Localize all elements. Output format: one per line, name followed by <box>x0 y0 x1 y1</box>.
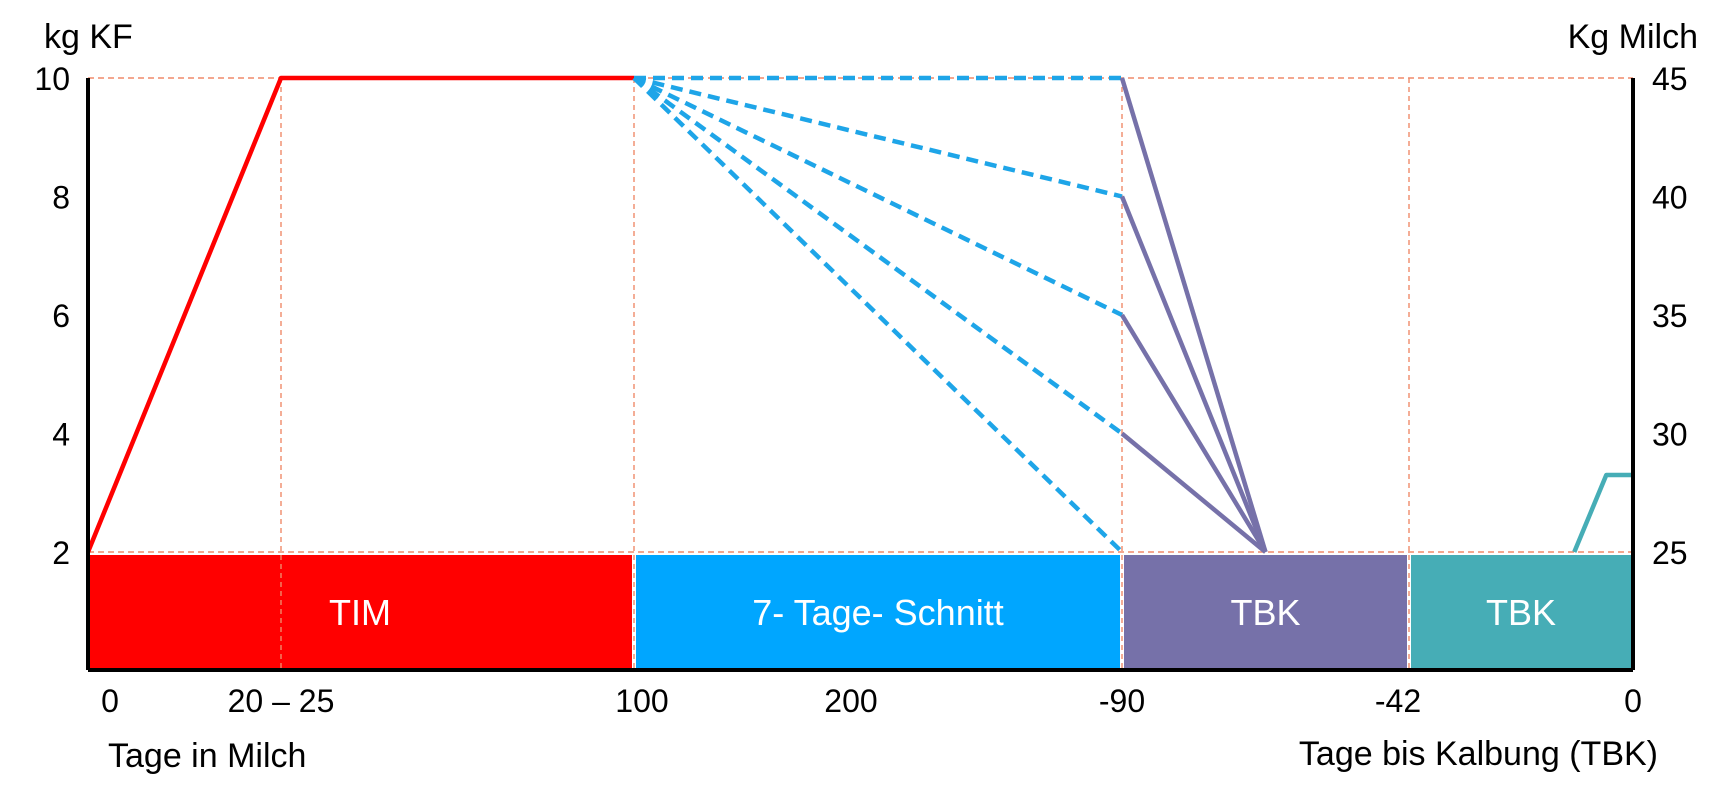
x-axis-title-right: Tage bis Kalbung (TBK) <box>1299 735 1658 773</box>
y-left-tick-label: 10 <box>34 61 70 97</box>
series-line <box>1119 77 1268 553</box>
phase-label: TIM <box>329 592 391 633</box>
tick-labels: 10 8 6 4 2 45 40 35 30 25 0 20 – 25 100 200 -90 -42 0 <box>34 61 1687 719</box>
reference-grid <box>88 77 1633 670</box>
series-lines <box>85 75 1633 554</box>
phase-label: TBK <box>1230 592 1300 633</box>
series-line <box>632 76 1124 554</box>
series-line <box>632 76 1124 436</box>
series-line <box>633 75 1123 318</box>
phase-bar <box>88 555 632 668</box>
series-line <box>1120 431 1267 554</box>
axes <box>86 78 1635 672</box>
phase-label: 7- Tage- Schnitt <box>752 592 1003 633</box>
y-left-tick-label: 4 <box>52 417 70 453</box>
series-line <box>1572 472 1633 553</box>
series-line <box>1119 195 1268 553</box>
y-right-tick-label: 30 <box>1652 417 1688 453</box>
x-tick-label: -42 <box>1375 683 1421 719</box>
y-right-tick-label: 35 <box>1652 298 1688 334</box>
phase-bar <box>1124 555 1407 668</box>
x-tick-label: 100 <box>615 683 668 719</box>
x-tick-label: 0 <box>1624 683 1642 719</box>
x-tick-label: 0 <box>101 683 119 719</box>
y-right-tick-label: 25 <box>1652 535 1688 571</box>
y-left-axis-title: kg KF <box>44 18 133 56</box>
y-left-tick-label: 8 <box>52 180 70 216</box>
phase-bar <box>636 555 1120 668</box>
y-right-tick-label: 45 <box>1652 61 1688 97</box>
y-right-axis-title: Kg Milch <box>1568 18 1698 56</box>
x-tick-label: 20 – 25 <box>228 683 335 719</box>
phase-label: TBK <box>1486 592 1556 633</box>
phase-bar <box>1411 555 1631 668</box>
x-axis-title-left: Tage in Milch <box>108 737 306 775</box>
phase-bars: TIM 7- Tage- Schnitt TBK TBK <box>88 555 1631 668</box>
series-line <box>85 75 634 553</box>
x-tick-label: -90 <box>1099 683 1145 719</box>
series-line <box>633 75 1123 199</box>
y-left-tick-label: 2 <box>52 535 70 571</box>
x-tick-label: 200 <box>824 683 877 719</box>
series-line <box>1120 313 1268 554</box>
y-right-tick-label: 40 <box>1652 180 1688 216</box>
y-left-tick-label: 6 <box>52 298 70 334</box>
